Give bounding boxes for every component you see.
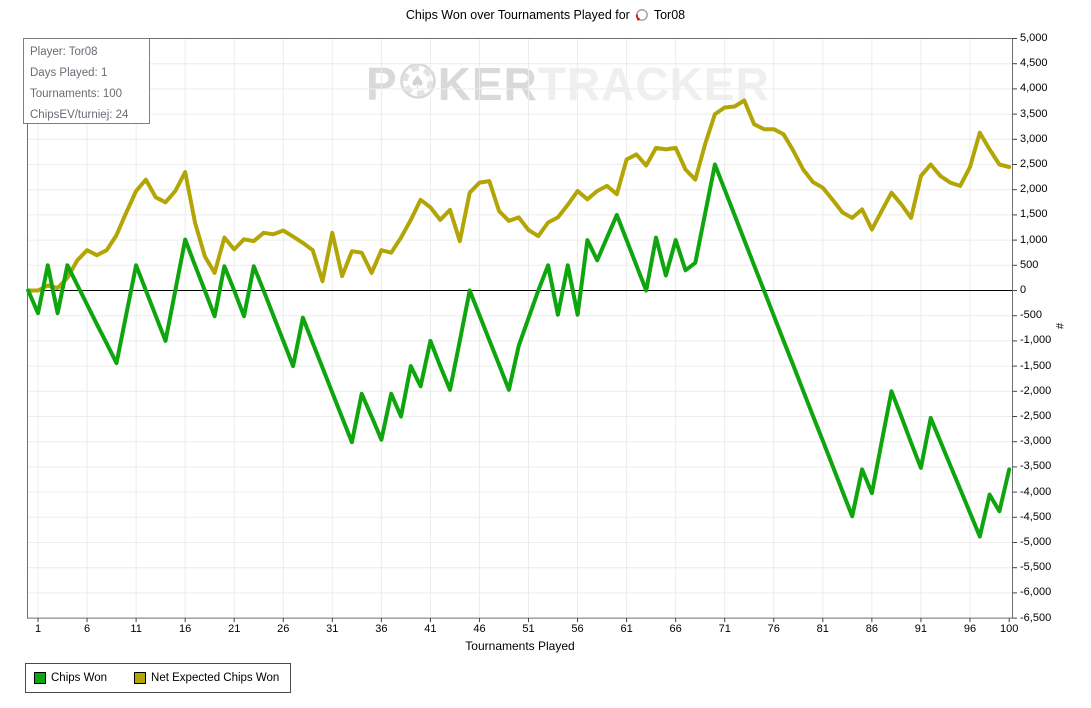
hover-tooltip: Player: Tor08 Days Played: 1 Tournaments…	[23, 38, 150, 124]
x-tick-label: 76	[767, 623, 780, 635]
y-tick-label: 4,500	[1020, 57, 1048, 70]
x-tick-label: 71	[718, 623, 731, 635]
chart-title-player: Tor08	[653, 8, 686, 22]
y-tick-label: -6,500	[1020, 611, 1052, 624]
x-tick-label: 36	[375, 623, 388, 635]
chart-title-text: Chips Won over Tournaments Played for	[405, 8, 630, 22]
legend-swatch-net-expected	[134, 672, 147, 684]
x-tick-label: 66	[669, 623, 682, 635]
chart-title: Chips Won over Tournaments Played for To…	[0, 8, 1091, 22]
y-tick-label: -5,500	[1020, 561, 1052, 574]
y-tick-label: -3,000	[1020, 435, 1052, 448]
x-tick-label: 1	[34, 623, 42, 635]
y-tick-label: -4,000	[1020, 485, 1052, 498]
x-tick-label: 91	[914, 623, 928, 635]
x-tick-label: 6	[83, 623, 91, 635]
y-tick-label: -5,000	[1020, 536, 1052, 548]
y-tick-label: 1,000	[1020, 233, 1048, 246]
legend: Chips Won Net Expected Chips Won	[25, 663, 291, 693]
y-tick-label: -2,000	[1020, 384, 1052, 397]
y-tick-label: -2,500	[1020, 410, 1052, 422]
x-tick-label: 11	[130, 623, 142, 635]
legend-label-chips-won: Chips Won	[51, 672, 108, 684]
y-tick-label: 3,000	[1020, 132, 1048, 145]
x-tick-label: 86	[865, 623, 878, 635]
legend-item-chips-won: Chips Won	[34, 672, 107, 684]
series-line-chips-won[interactable]	[26, 162, 1012, 539]
legend-label-net-expected: Net Expected Chips Won	[151, 672, 280, 684]
x-tick-label: 100	[1000, 623, 1019, 635]
y-tick-label: 2,000	[1020, 183, 1048, 196]
y-axis-title: #	[1053, 322, 1066, 330]
y-tick-label: -500	[1020, 309, 1043, 322]
y-tick-label: -1,000	[1020, 334, 1052, 347]
x-tick-label: 51	[522, 623, 535, 635]
y-tick-label: 0	[1020, 284, 1027, 296]
x-tick-label: 16	[179, 623, 192, 635]
x-tick-label: 61	[620, 623, 633, 635]
y-tick-label: -1,500	[1020, 359, 1052, 372]
tooltip-player: Player: Tor08	[30, 46, 98, 58]
y-tick-label: 500	[1020, 258, 1039, 271]
legend-item-net-expected: Net Expected Chips Won	[134, 672, 279, 684]
y-tick-label: 5,000	[1020, 32, 1048, 44]
x-tick-label: 81	[816, 623, 829, 635]
y-tick-label: 3,500	[1020, 107, 1048, 120]
tooltip-tournaments: Tournaments: 100	[30, 88, 123, 100]
legend-swatch-chips-won	[34, 672, 46, 684]
tooltip-chips-ev: ChipsEV/turniej: 24	[30, 109, 129, 121]
y-tick-label: 2,500	[1020, 158, 1048, 170]
x-axis-title: Tournaments Played	[465, 639, 575, 653]
y-tick-label: -3,500	[1020, 460, 1052, 473]
y-tick-label: -6,000	[1020, 586, 1052, 599]
y-tick-label: -4,500	[1020, 510, 1052, 523]
plot-border	[27, 38, 1013, 619]
tooltip-days-played: Days Played: 1	[30, 67, 108, 79]
y-tick-label: 1,500	[1020, 208, 1048, 221]
player-site-icon	[635, 8, 649, 22]
series-line-net-expected[interactable]	[26, 98, 1012, 293]
x-tick-label: 46	[473, 623, 486, 635]
x-tick-label: 31	[326, 623, 339, 635]
x-tick-label: 21	[228, 623, 241, 635]
x-tick-label: 26	[277, 623, 290, 635]
y-tick-label: 4,000	[1020, 82, 1048, 95]
x-tick-label: 96	[963, 623, 977, 635]
x-tick-label: 41	[424, 623, 437, 635]
x-tick-label: 56	[571, 623, 584, 635]
